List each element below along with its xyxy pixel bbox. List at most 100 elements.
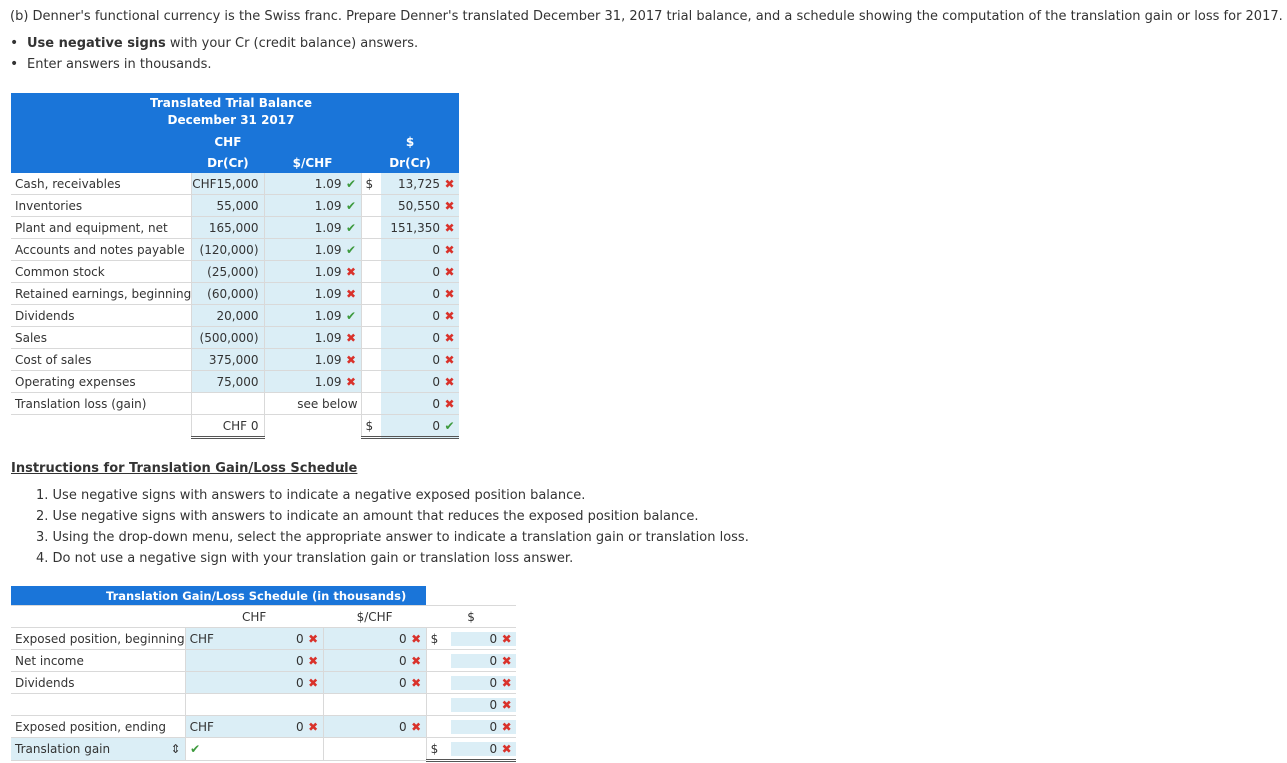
x-icon: ✖	[501, 719, 512, 734]
currency-label	[186, 676, 190, 690]
gain-loss-select[interactable]: Translation gain ⇕	[11, 737, 186, 761]
col-header-chf-top: CHF	[191, 131, 265, 152]
usd-input[interactable]: 0 ✖	[381, 392, 460, 415]
instruction-bullets: Use negative signs with your Cr (credit …	[10, 35, 419, 78]
rate-input[interactable]: 1.09 ✖	[264, 260, 362, 283]
row-label: Dividends	[11, 304, 193, 327]
check-icon: ✔	[345, 198, 357, 213]
gain-usd-input[interactable]: 0 ✖	[451, 741, 517, 756]
usd-input[interactable]: 0 ✖	[381, 282, 460, 305]
total-usd-input[interactable]: 0 ✔	[381, 414, 460, 439]
x-icon: ✖	[444, 176, 455, 191]
rate-input[interactable]: 0 ✖	[323, 671, 427, 694]
col-header-usd-top: $	[361, 131, 460, 152]
bullet-text: with your Cr (credit balance) answers.	[165, 36, 419, 51]
chf-balance: CHF15,000	[191, 173, 265, 195]
rate-input[interactable]: 0 ✖	[323, 649, 427, 672]
gain-usd-value: 0	[489, 741, 498, 756]
row-label: Operating expenses	[11, 370, 193, 393]
x-icon: ✖	[501, 675, 512, 690]
usd-input[interactable]: 0 ✖	[451, 719, 517, 734]
chf-input[interactable]: CHF 0 ✖	[185, 715, 324, 738]
usd-input[interactable]: 0 ✖	[381, 238, 460, 261]
rate-input[interactable]: 1.09 ✔	[264, 173, 362, 195]
rate-input[interactable]: 1.09 ✖	[264, 326, 362, 349]
rate-value: 1.09	[314, 242, 342, 257]
currency-symbol	[361, 282, 382, 305]
chf-balance: 165,000	[191, 216, 265, 239]
currency-symbol	[427, 654, 431, 668]
row-label: Dividends	[11, 671, 186, 694]
rate-input[interactable]: 1.09 ✖	[264, 348, 362, 371]
usd-input[interactable]: 0 ✖	[381, 370, 460, 393]
currency-label: CHF	[189, 719, 214, 734]
usd-input[interactable]: 0 ✖	[381, 326, 460, 349]
usd-value: 0	[489, 653, 498, 668]
total-chf: CHF 0	[191, 414, 265, 439]
usd-value: 0	[489, 697, 498, 712]
rate-input[interactable]: 1.09 ✔	[264, 238, 362, 261]
usd-value: 0	[432, 330, 441, 345]
usd-input[interactable]: 0 ✖	[451, 675, 517, 690]
row-label: Accounts and notes payable	[11, 238, 193, 261]
usd-input[interactable]: 0 ✖	[381, 304, 460, 327]
currency-symbol	[361, 326, 382, 349]
chf-balance: (25,000)	[191, 260, 265, 283]
chf-value: 0	[295, 719, 304, 734]
currency-symbol	[361, 194, 382, 217]
rate-input[interactable]: 1.09 ✖	[264, 282, 362, 305]
usd-input[interactable]: 151,350 ✖	[381, 216, 460, 239]
usd-input[interactable]: 0 ✖	[451, 631, 517, 646]
usd-input[interactable]: 0 ✖	[451, 653, 517, 668]
rate-value: see below	[297, 396, 358, 411]
rate-value: 1.09	[314, 198, 342, 213]
check-icon: ✔	[190, 742, 201, 756]
rate-input[interactable]: 1.09 ✖	[264, 370, 362, 393]
question-prompt: (b) Denner's functional currency is the …	[10, 9, 1283, 24]
col-header-chf: Dr(Cr)	[191, 152, 265, 173]
chf-input[interactable]: 0 ✖	[185, 671, 324, 694]
chf-balance	[191, 392, 265, 415]
usd-input[interactable]: 0 ✖	[451, 697, 517, 712]
usd-value: 0	[432, 374, 441, 389]
usd-value: 0	[432, 286, 441, 301]
col-header-usd: Dr(Cr)	[361, 152, 460, 173]
x-icon: ✖	[308, 631, 319, 646]
trial-balance-row: Plant and equipment, net 165,000 1.09 ✔ 151,…	[11, 216, 460, 239]
usd-value: 0	[432, 264, 441, 279]
x-icon: ✖	[501, 741, 512, 756]
instructions-list: 1. Use negative signs with answers to in…	[36, 488, 749, 572]
x-icon: ✖	[411, 675, 422, 690]
rate-value: 1.09	[314, 176, 342, 191]
usd-input[interactable]: 0 ✖	[381, 260, 460, 283]
total-usd-value: 0	[432, 418, 441, 433]
x-icon: ✖	[444, 198, 455, 213]
usd-input[interactable]: 13,725 ✖	[381, 173, 460, 195]
schedule-row: Net income 0 ✖ 0 ✖ 0 ✖	[11, 649, 517, 672]
rate-value: 0	[398, 719, 407, 734]
trial-balance-row: Sales (500,000) 1.09 ✖ 0 ✖	[11, 326, 460, 349]
rate-input[interactable]: 1.09 ✔	[264, 194, 362, 217]
usd-input[interactable]: 0 ✖	[381, 348, 460, 371]
row-label: Net income	[11, 649, 186, 672]
rate-input[interactable]: 1.09 ✔	[264, 304, 362, 327]
chf-input	[185, 693, 324, 716]
rate-input[interactable]: 0 ✖	[323, 715, 427, 738]
rate-input	[323, 693, 427, 716]
rate-input[interactable]: 0 ✖	[323, 627, 427, 650]
x-icon: ✖	[444, 396, 455, 411]
x-icon: ✖	[444, 286, 455, 301]
x-icon: ✖	[501, 653, 512, 668]
rate-value: 1.09	[314, 352, 342, 367]
x-icon: ✖	[501, 631, 512, 646]
x-icon: ✖	[444, 352, 455, 367]
translated-trial-balance-table: Translated Trial Balance December 31 201…	[11, 93, 460, 439]
x-icon: ✖	[345, 330, 357, 345]
usd-input[interactable]: 50,550 ✖	[381, 194, 460, 217]
x-icon: ✖	[444, 330, 455, 345]
chf-input[interactable]: CHF 0 ✖	[185, 627, 324, 650]
schedule-row: Dividends 0 ✖ 0 ✖ 0 ✖	[11, 671, 517, 694]
chf-input[interactable]: 0 ✖	[185, 649, 324, 672]
rate-input[interactable]: 1.09 ✔	[264, 216, 362, 239]
chf-balance: 75,000	[191, 370, 265, 393]
